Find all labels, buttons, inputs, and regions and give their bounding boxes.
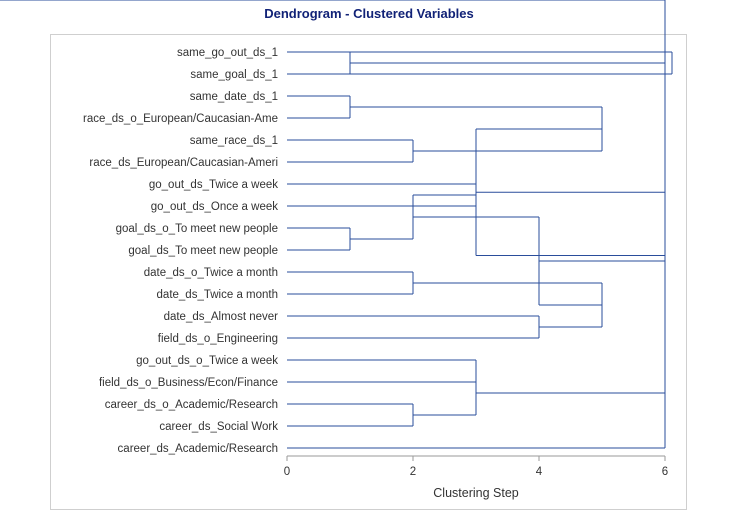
leaf-label: same_race_ds_1 [190,135,278,147]
leaf-label: date_ds_Almost never [164,311,279,323]
leaf-label: goal_ds_o_To meet new people [116,223,278,235]
plot-frame [50,34,687,510]
x-tick-label: 6 [662,466,668,478]
leaf-label: go_out_ds_Twice a week [149,179,278,191]
leaf-label: field_ds_o_Engineering [158,333,278,345]
leaf-label: career_ds_o_Academic/Research [105,399,278,411]
x-tick-label: 2 [410,466,416,478]
x-axis: 0 2 4 6 [284,455,668,478]
x-axis-title: Clustering Step [433,486,519,500]
leaf-label: same_goal_ds_1 [190,69,278,81]
leaf-label: date_ds_o_Twice a month [144,267,278,279]
leaf-label: same_date_ds_1 [190,91,278,103]
x-tick-label: 0 [284,466,290,478]
dendrogram-branches [0,0,673,449]
leaf-labels: same_go_out_ds_1 same_goal_ds_1 same_date_… [83,47,278,455]
leaf-label: race_ds_o_European/Caucasian-Ame [83,113,278,125]
chart-title: Dendrogram - Clustered Variables [264,6,474,21]
x-tick-label: 4 [536,466,543,478]
leaf-label: same_go_out_ds_1 [177,47,278,59]
leaf-label: go_out_ds_o_Twice a week [136,355,278,367]
leaf-label: career_ds_Academic/Research [118,443,278,455]
leaf-label: date_ds_Twice a month [157,289,278,301]
leaf-label: field_ds_o_Business/Econ/Finance [99,377,278,389]
leaf-label: race_ds_European/Caucasian-Ameri [89,157,278,169]
leaf-label: career_ds_Social Work [159,421,278,433]
leaf-label: goal_ds_To meet new people [128,245,278,257]
leaf-label: go_out_ds_Once a week [151,201,278,213]
